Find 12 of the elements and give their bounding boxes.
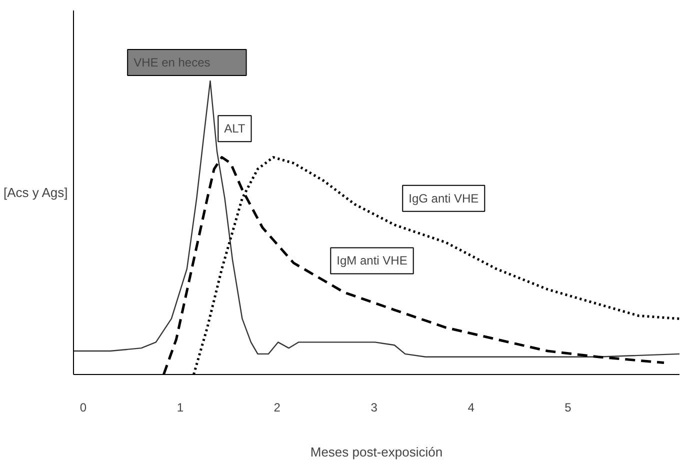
x-tick-label: 2 <box>274 400 281 414</box>
x-tick-label: 1 <box>176 400 184 414</box>
x-tick-label: 4 <box>468 400 475 414</box>
annotation: ALT <box>224 122 246 136</box>
y-axis-title: [Acs y Ags] <box>3 185 68 200</box>
x-axis-title: Meses post-exposición <box>310 444 443 460</box>
x-tick-label: 5 <box>564 400 572 414</box>
annotation: IgM anti VHE <box>336 254 408 268</box>
annotation: IgG anti VHE <box>408 191 479 206</box>
text: VHE en heces <box>134 56 210 70</box>
x-tick-label: 0 <box>80 400 87 414</box>
x-tick-label: 3 <box>370 400 378 414</box>
